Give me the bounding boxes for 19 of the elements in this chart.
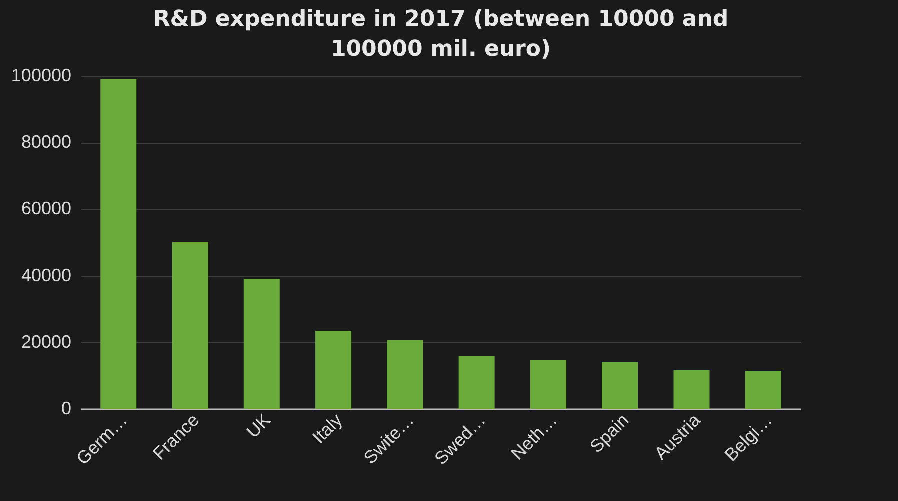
y-tick-label: 40000: [21, 265, 72, 286]
bar: [745, 371, 782, 409]
bar: [458, 356, 495, 409]
bar: [244, 279, 280, 409]
y-tick-label: 0: [61, 398, 72, 418]
x-tick-label: Italy: [308, 410, 346, 448]
y-tick-label: 80000: [21, 132, 72, 152]
bar: [530, 360, 566, 409]
y-tick-label: 100000: [11, 66, 72, 86]
y-tick-label: 20000: [21, 332, 72, 352]
bar: [316, 331, 352, 409]
y-tick-label: 60000: [21, 198, 72, 219]
bar: [100, 79, 137, 409]
bar: [172, 242, 208, 409]
bar: [674, 370, 710, 409]
bar: [602, 362, 638, 409]
chart-title: R&D expenditure in 2017 (between 10000 and 100000 mil. euro): [153, 7, 729, 62]
x-tick-label: UK: [242, 410, 275, 442]
bar: [387, 340, 424, 409]
